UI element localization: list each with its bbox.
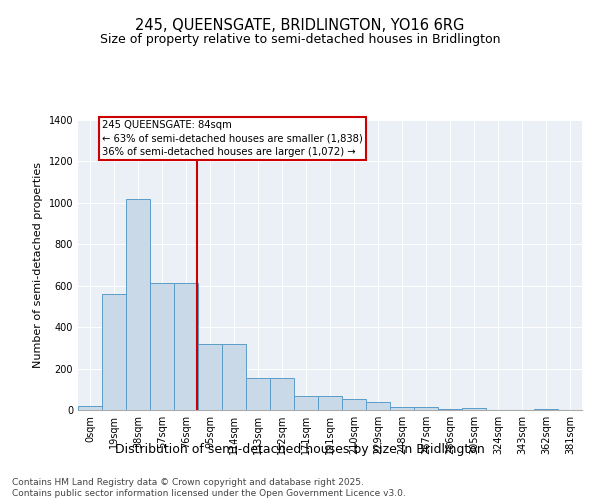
Bar	[270, 378, 294, 410]
Text: 245, QUEENSGATE, BRIDLINGTON, YO16 6RG: 245, QUEENSGATE, BRIDLINGTON, YO16 6RG	[136, 18, 464, 32]
Bar	[102, 294, 126, 410]
Y-axis label: Number of semi-detached properties: Number of semi-detached properties	[33, 162, 43, 368]
Bar	[174, 282, 198, 410]
Bar	[462, 408, 486, 410]
Text: Size of property relative to semi-detached houses in Bridlington: Size of property relative to semi-detach…	[100, 32, 500, 46]
Bar	[222, 344, 246, 410]
Bar	[342, 398, 366, 410]
Bar	[246, 378, 270, 410]
Text: 245 QUEENSGATE: 84sqm
← 63% of semi-detached houses are smaller (1,838)
36% of s: 245 QUEENSGATE: 84sqm ← 63% of semi-deta…	[102, 120, 363, 157]
Bar	[318, 396, 342, 410]
Bar	[78, 406, 102, 410]
Bar	[390, 407, 414, 410]
Bar	[366, 402, 390, 410]
Bar	[294, 396, 318, 410]
Bar	[198, 344, 222, 410]
Bar	[438, 409, 462, 410]
Bar	[534, 409, 558, 410]
Bar	[150, 282, 174, 410]
Text: Distribution of semi-detached houses by size in Bridlington: Distribution of semi-detached houses by …	[115, 442, 485, 456]
Bar	[126, 198, 150, 410]
Bar	[414, 407, 438, 410]
Text: Contains HM Land Registry data © Crown copyright and database right 2025.
Contai: Contains HM Land Registry data © Crown c…	[12, 478, 406, 498]
